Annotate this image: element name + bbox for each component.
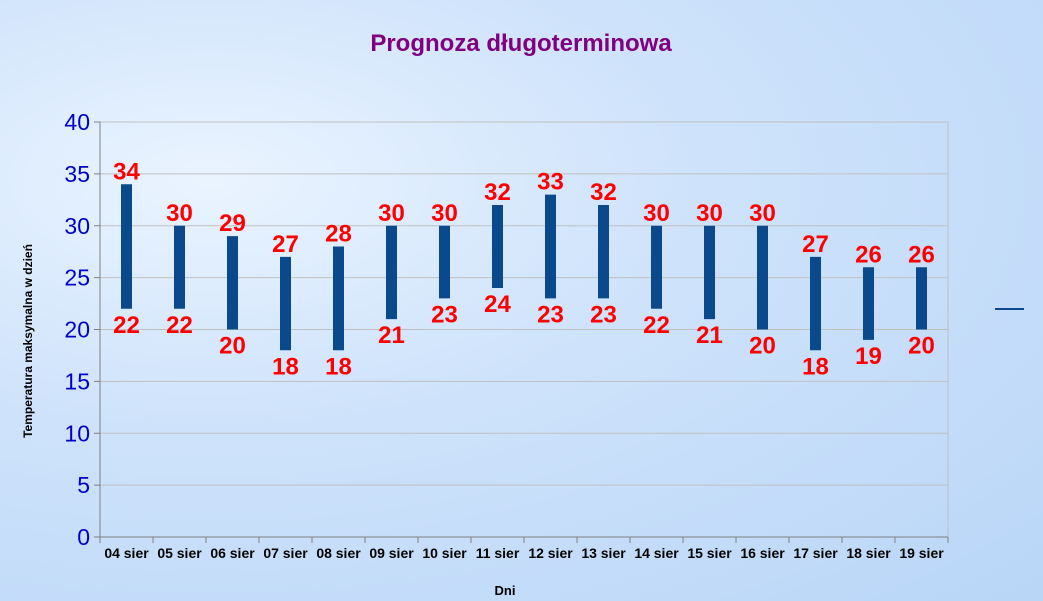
y-tick-label: 15	[64, 368, 90, 394]
x-tick-label: 11 sier	[476, 545, 520, 561]
chart-title: Prognoza długoterminowa	[370, 30, 672, 57]
data-label-low: 23	[590, 301, 617, 328]
data-label-high: 30	[749, 200, 776, 227]
range-bar	[333, 246, 344, 351]
x-tick-label: 19 sier	[899, 545, 944, 561]
y-tick-label: 30	[64, 213, 90, 239]
x-axis-title: Dni	[495, 583, 516, 598]
y-tick-label: 25	[64, 265, 90, 291]
range-bar	[545, 194, 556, 299]
x-tick-label: 12 sier	[528, 545, 573, 561]
data-label-high: 30	[431, 200, 458, 227]
data-label-high: 32	[484, 179, 511, 206]
data-label-high: 30	[166, 200, 193, 227]
y-tick-label: 0	[77, 524, 90, 550]
data-label-low: 22	[643, 312, 670, 339]
data-label-low: 19	[855, 343, 882, 370]
y-axis-title: Temperatura maksymalna w dzień	[21, 244, 35, 438]
data-label-low: 21	[378, 322, 405, 349]
range-bar	[439, 225, 450, 299]
x-tick-label: 16 sier	[740, 545, 785, 561]
bars	[121, 184, 927, 351]
data-label-high: 29	[219, 210, 246, 237]
data-label-low: 20	[219, 333, 246, 360]
data-label-low: 21	[696, 322, 723, 349]
data-label-low: 22	[166, 312, 193, 339]
y-tick-label: 40	[64, 109, 90, 135]
data-label-high: 30	[696, 200, 723, 227]
x-tick-label: 09 sier	[369, 545, 414, 561]
data-labels: 34 22 30 22 29 20 27 18 28 18 30 21 30 23 32 24 33 23 32 23…	[113, 158, 935, 380]
data-label-low: 18	[325, 353, 352, 380]
data-label-high: 27	[802, 231, 829, 258]
data-label-low: 23	[431, 301, 458, 328]
x-tick-label: 14 sier	[634, 545, 679, 561]
data-label-high: 34	[113, 158, 140, 185]
y-tick-label: 10	[64, 420, 90, 446]
data-label-low: 22	[113, 312, 140, 339]
x-tick-label: 06 sier	[210, 545, 255, 561]
y-tick-label: 35	[64, 161, 90, 187]
data-label-low: 20	[908, 333, 935, 360]
range-bar	[651, 225, 662, 309]
range-bar	[598, 205, 609, 299]
x-tick-label: 04 sier	[104, 545, 149, 561]
data-label-low: 24	[484, 291, 511, 318]
data-label-high: 33	[537, 169, 564, 196]
y-axis: 0 5 10 15 20 25 30 35 40	[64, 109, 101, 550]
x-tick-label: 05 sier	[157, 545, 202, 561]
data-label-low: 18	[272, 353, 299, 380]
range-bar	[280, 256, 291, 351]
range-bar	[227, 236, 238, 330]
y-tick-label: 20	[64, 317, 90, 343]
data-label-low: 20	[749, 333, 776, 360]
x-tick-label: 15 sier	[687, 545, 732, 561]
range-bar	[863, 267, 874, 340]
y-tick-label: 5	[77, 472, 90, 498]
data-label-high: 26	[855, 241, 882, 268]
x-tick-label: 10 sier	[422, 545, 467, 561]
x-tick-label: 08 sier	[316, 545, 361, 561]
range-bar	[810, 256, 821, 351]
data-label-high: 26	[908, 241, 935, 268]
data-label-high: 28	[325, 221, 352, 248]
range-bar	[704, 225, 715, 320]
range-bar	[757, 225, 768, 330]
range-bar	[492, 205, 503, 288]
x-tick-label: 13 sier	[581, 545, 626, 561]
x-tick-label: 07 sier	[263, 545, 308, 561]
data-label-high: 32	[590, 179, 617, 206]
data-label-high: 30	[643, 200, 670, 227]
data-label-low: 18	[802, 353, 829, 380]
x-tick-label: 18 sier	[846, 545, 891, 561]
data-label-high: 27	[272, 231, 299, 258]
range-bar	[916, 267, 927, 330]
range-bar	[174, 225, 185, 309]
x-tick-label: 17 sier	[793, 545, 838, 561]
data-label-low: 23	[537, 301, 564, 328]
data-label-high: 30	[378, 200, 405, 227]
x-axis: 04 sier 05 sier 06 sier 07 sier 08 sier 09 si…	[99, 536, 949, 561]
range-bar	[386, 225, 397, 320]
range-bar	[121, 184, 132, 309]
